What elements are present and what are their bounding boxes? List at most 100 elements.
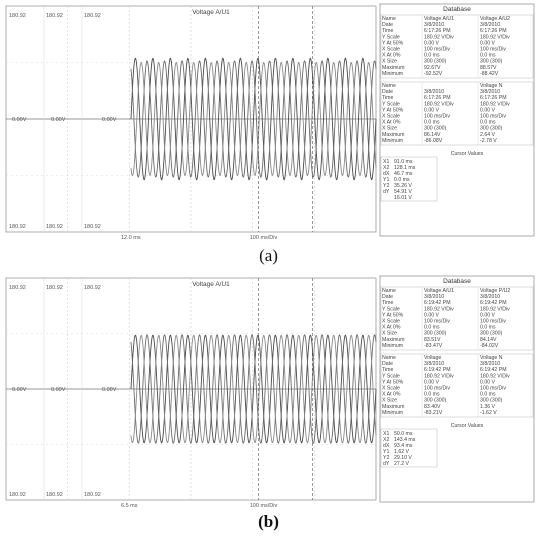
db-ch2-label: Minimum — [382, 138, 403, 144]
db-ch2-label: Name — [382, 83, 396, 89]
db-ch1-label: Maximum — [382, 337, 404, 343]
db-ch2-label: X Size — [382, 398, 397, 404]
db-ch2-value-2: 0.0 ms — [480, 392, 496, 398]
db-ch1-value-1: 6:17:26 PM — [424, 28, 451, 34]
db-ch2-value-2: 0.00 V — [480, 107, 496, 113]
db-ch2-value-1: 300 (300) — [424, 126, 446, 132]
y-max-label: 180.92 — [9, 13, 26, 19]
database-panel — [379, 275, 535, 503]
y-max-label: 180.92 — [46, 285, 63, 291]
cursor-label: X1 — [383, 431, 389, 437]
x-start-label: 6.5 ms — [121, 503, 138, 508]
db-ch2-label: Date — [382, 89, 393, 95]
db-ch1-value-1: 6:19:42 PM — [424, 300, 451, 306]
cursor-label: X2 — [383, 437, 389, 443]
db-ch1-value-1: 0.0 ms — [424, 325, 440, 331]
y-zero-label: 0.00V — [102, 387, 117, 393]
y-max-label: 180.92 — [84, 285, 101, 291]
db-ch2-value-1: -83.21V — [424, 410, 443, 416]
db-ch1-value-2: 180.92 V/Div — [480, 34, 510, 40]
db-ch1-value-2: 0.0 ms — [480, 53, 496, 59]
database-header: Database — [443, 6, 471, 13]
db-ch2-box — [380, 353, 534, 418]
cursor-label: Y2 — [383, 455, 389, 461]
cursor-values-box — [380, 428, 438, 468]
db-ch2-value-1: 0.0 ms — [424, 392, 440, 398]
db-ch2-value-2: 3/8/2010 — [480, 361, 500, 367]
y-zero-label: 0.00V — [12, 117, 27, 123]
scope-capture-a: Voltage A/U1 180.92 180.92 180.92 180.92 180.… — [5, 3, 535, 241]
db-ch2-value-1: 86.14V — [424, 132, 441, 138]
db-ch2-box — [380, 81, 534, 146]
db-ch1-label: X Size — [382, 331, 397, 337]
cursor-label: Y1 — [383, 177, 389, 183]
db-ch2-value-2: 180.92 V/Div — [480, 101, 510, 107]
db-ch2-value-2: 100 ms/Div — [480, 114, 506, 120]
oscilloscope-panel-b: Voltage A/U1 180.92 180.92 180.92 180.92 180.… — [0, 272, 537, 508]
db-ch1-value-2: Voltage P/U2 — [480, 288, 510, 294]
db-ch1-value-2: 3/8/2010 — [480, 294, 500, 300]
db-ch2-value-2: 180.92 V/Div — [480, 373, 510, 379]
cursor-value: 27.2 V — [394, 461, 410, 467]
y-min-label: 180.92 — [9, 492, 26, 498]
y-zero-label: 0.00V — [102, 117, 117, 123]
db-ch2-value-1: 83.40V — [424, 404, 441, 410]
cursor-value: 35.26 V — [394, 183, 412, 189]
db-ch2-label: Minimum — [382, 410, 403, 416]
db-ch1-label: X At 0% — [382, 325, 401, 331]
database-panel — [379, 3, 535, 237]
db-ch1-label: Y Scale — [382, 34, 400, 40]
db-ch1-value-2: 100 ms/Div — [480, 319, 506, 325]
db-ch2-value-2: 0.0 ms — [480, 120, 496, 126]
db-ch1-value-2: 88.57V — [480, 65, 497, 71]
db-ch1-label: X Scale — [382, 319, 400, 325]
db-ch2-value-2: 3/8/2010 — [480, 89, 500, 95]
db-ch1-label: Name — [382, 288, 396, 294]
db-ch1-value-1: 180.92 V/Div — [424, 34, 454, 40]
series-line-2 — [130, 334, 377, 444]
db-ch1-value-2: 84.14V — [480, 337, 497, 343]
y-zero-label: 0.00V — [51, 117, 66, 123]
db-ch1-box — [380, 14, 534, 79]
db-ch2-value-1: 6:17:26 PM — [424, 95, 451, 101]
cursor-value: 0.0 ms — [394, 177, 410, 183]
db-ch2-label: X At 0% — [382, 392, 401, 398]
y-zero-label: 0.00V — [12, 387, 27, 393]
db-ch1-value-1: 100 ms/Div — [424, 47, 450, 53]
cursor-label: Y2 — [383, 183, 389, 189]
x-div-label: 100 ms/Div — [250, 503, 278, 508]
db-ch1-value-2: -84.02V — [480, 343, 499, 349]
y-min-label: 180.92 — [84, 224, 101, 230]
cursor-label: X1 — [383, 159, 389, 165]
database-header: Database — [443, 278, 471, 285]
y-min-label: 180.92 — [46, 492, 63, 498]
cursor-label: dX — [383, 171, 390, 177]
db-ch1-label: Date — [382, 22, 393, 28]
db-ch1-value-2: 3/8/2010 — [480, 22, 500, 28]
db-ch2-value-2: Voltage N — [480, 355, 503, 361]
db-ch2-value-2: -2.78 V — [480, 138, 497, 144]
db-ch2-value-1: Voltage — [424, 355, 441, 361]
db-ch2-value-1: 300 (300) — [424, 398, 446, 404]
x-div-label: 100 ms/Div — [250, 235, 278, 241]
db-ch1-value-1: 180.92 V/Div — [424, 306, 454, 312]
cursor-value: 128.1 ms — [394, 165, 416, 171]
cursor-value: 50.0 ms — [394, 431, 413, 437]
db-ch2-label: X Scale — [382, 114, 400, 120]
db-ch2-label: Y At 50% — [382, 107, 404, 113]
db-ch1-label: Time — [382, 300, 393, 306]
db-ch1-label: X At 0% — [382, 53, 401, 59]
db-ch1-value-2: 0.00 V — [480, 40, 496, 46]
db-ch1-label: Name — [382, 16, 396, 22]
y-zero-label: 0.00V — [51, 387, 66, 393]
db-ch1-value-2: 300 (300) — [480, 59, 502, 65]
db-ch2-value-1: 3/8/2010 — [424, 89, 444, 95]
cursor-values-header: Cursor Values — [451, 423, 484, 429]
db-ch2-value-1: 6:19:42 PM — [424, 367, 451, 373]
db-ch2-value-1: 180.92 V/Div — [424, 101, 454, 107]
db-ch2-value-1: 100 ms/Div — [424, 386, 450, 392]
caption-a: (a) — [259, 246, 278, 265]
db-ch1-value-1: Voltage A/U1 — [424, 16, 454, 22]
db-ch1-value-1: 3/8/2010 — [424, 294, 444, 300]
series-line-1 — [130, 57, 377, 181]
